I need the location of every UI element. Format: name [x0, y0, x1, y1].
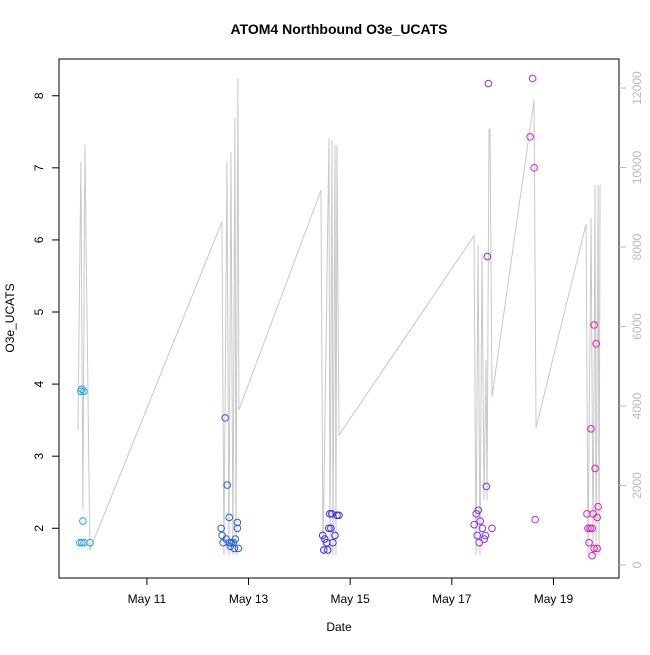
- point: [324, 546, 332, 554]
- point: [331, 531, 339, 540]
- point: [476, 517, 485, 525]
- point: [481, 531, 490, 540]
- point: [233, 524, 242, 533]
- point: [593, 544, 601, 553]
- point: [333, 511, 341, 520]
- y-tick-label: 4: [32, 380, 46, 387]
- point: [326, 510, 334, 518]
- point: [230, 544, 239, 553]
- point: [231, 535, 240, 543]
- point: [225, 513, 234, 522]
- y-tick-label: 6: [32, 236, 46, 243]
- point: [526, 133, 534, 141]
- point: [328, 510, 336, 518]
- y-tick-label: 3: [32, 453, 46, 460]
- point: [76, 538, 84, 547]
- point: [530, 164, 538, 172]
- y2-tick-label: 2000: [630, 472, 644, 499]
- point: [78, 385, 86, 393]
- point: [226, 542, 235, 551]
- y2-tick-label: 0: [630, 561, 644, 568]
- point: [585, 538, 593, 547]
- y-tick-label: 7: [32, 164, 46, 171]
- point: [583, 510, 591, 518]
- y2-tick-label: 6000: [630, 313, 644, 340]
- point: [482, 482, 491, 491]
- point: [80, 387, 88, 396]
- point: [531, 515, 539, 524]
- point: [480, 535, 489, 543]
- point: [78, 538, 86, 547]
- point: [219, 538, 227, 547]
- point: [594, 502, 602, 511]
- point: [233, 518, 242, 527]
- point: [320, 535, 329, 543]
- y-axis-label: O3e_UCATS: [3, 283, 17, 352]
- point: [79, 517, 87, 525]
- point: [223, 481, 232, 489]
- chart-title: ATOM4 Northbound O3e_UCATS: [231, 21, 448, 37]
- point: [484, 79, 493, 88]
- y2-tick-label: 8000: [630, 233, 644, 260]
- point: [318, 531, 327, 540]
- y2-tick-label: 12000: [630, 71, 644, 105]
- point: [329, 538, 337, 547]
- point: [592, 339, 600, 348]
- point: [584, 524, 592, 533]
- point: [588, 551, 596, 560]
- x-tick-label: May 17: [432, 592, 472, 606]
- point: [586, 524, 594, 533]
- x-tick-label: May 11: [128, 592, 167, 606]
- y-tick-label: 5: [32, 308, 46, 315]
- point: [234, 544, 243, 553]
- point: [470, 520, 478, 529]
- point: [591, 464, 599, 473]
- point: [590, 321, 598, 329]
- y2-tick-label: 10000: [630, 151, 644, 185]
- x-tick-label: May 15: [331, 592, 371, 606]
- plot-box: [58, 58, 620, 579]
- x-tick-label: May 19: [534, 592, 574, 606]
- x-tick-label: May 13: [229, 592, 269, 606]
- point: [80, 538, 88, 547]
- point: [590, 544, 598, 553]
- point: [528, 74, 537, 83]
- point: [473, 531, 482, 540]
- line: [77, 78, 601, 556]
- point: [488, 524, 496, 533]
- point: [474, 506, 483, 515]
- point: [86, 538, 94, 547]
- point: [588, 524, 596, 533]
- point: [475, 538, 484, 547]
- x-axis-label: Date: [326, 620, 352, 634]
- point: [325, 524, 333, 533]
- point: [593, 513, 601, 522]
- point: [221, 414, 229, 422]
- point: [217, 524, 225, 533]
- y-tick-label: 8: [32, 92, 46, 99]
- y2-tick-label: 4000: [630, 392, 644, 419]
- point: [472, 510, 481, 518]
- point: [319, 546, 328, 554]
- point: [225, 538, 234, 547]
- point: [478, 524, 487, 533]
- point: [327, 524, 335, 533]
- point: [483, 252, 492, 261]
- y-tick-label: 2: [32, 525, 46, 532]
- point: [587, 424, 595, 433]
- point: [323, 538, 331, 547]
- point: [335, 511, 343, 520]
